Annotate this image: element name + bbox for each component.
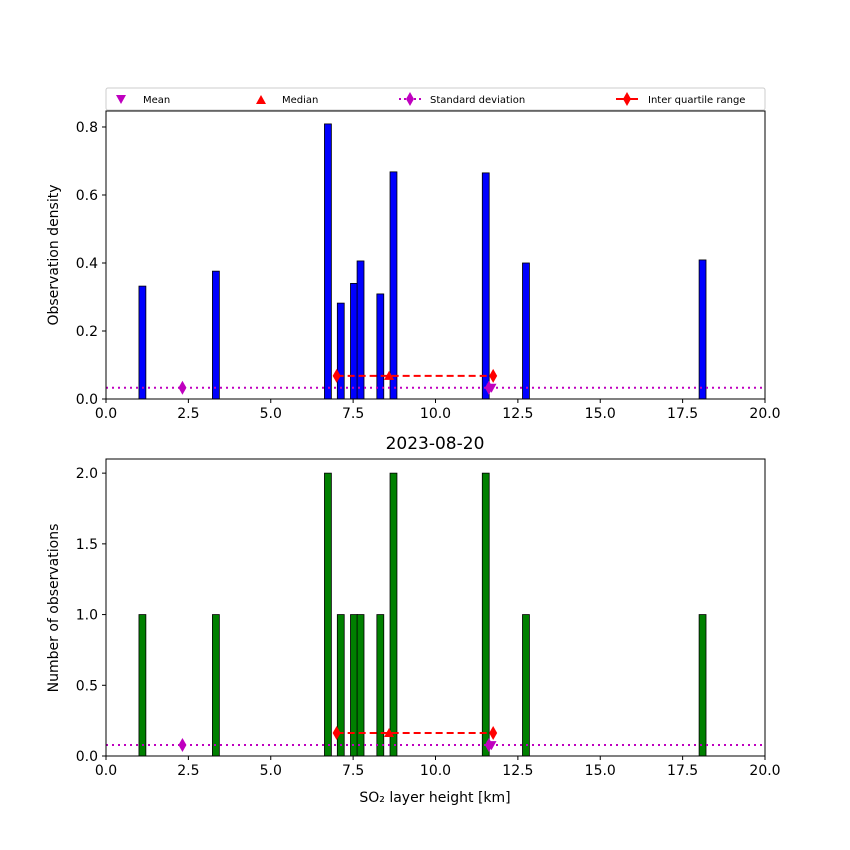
x-tick-label: 5.0 xyxy=(260,406,282,422)
y-tick-label: 1.5 xyxy=(76,537,98,553)
legend-mean: Mean xyxy=(143,95,170,106)
x-tick-label: 0.0 xyxy=(95,763,117,779)
std-marker xyxy=(178,380,187,395)
density-plot: 0.0 2.5 5.0 7.5 10.0 12.5 15.0 17.5 20.0 0.0 0.2 0.… xyxy=(76,110,781,422)
histogram-bar xyxy=(324,123,332,400)
x-tick-label: 10.0 xyxy=(420,763,451,779)
std-legend-icon xyxy=(399,92,421,106)
y-tick-label: 0.4 xyxy=(76,256,98,272)
histogram-bar xyxy=(389,472,398,757)
axes-frame xyxy=(105,458,766,757)
histogram-bar xyxy=(522,614,530,757)
bottom-plot-title: 2023-08-20 xyxy=(386,434,485,454)
histogram-bar xyxy=(356,614,365,757)
x-tick-label: 20.0 xyxy=(749,763,780,779)
x-tick-label: 12.5 xyxy=(502,763,533,779)
x-tick-label: 7.5 xyxy=(342,763,364,779)
y-tick-label: 0.0 xyxy=(76,749,98,765)
count-plot: 0.0 2.5 5.0 7.5 10.0 12.5 15.0 17.5 20.0 0.0 0.5 1.… xyxy=(76,458,781,779)
iqr-marker xyxy=(332,725,341,740)
y-tick-label: 0.6 xyxy=(76,188,98,204)
mean-legend-icon xyxy=(116,95,126,104)
histogram-bar xyxy=(481,172,490,400)
histogram-bar xyxy=(698,259,707,400)
legend-iqr: Inter quartile range xyxy=(648,95,745,106)
x-tick-label: 15.0 xyxy=(585,406,616,422)
histogram-bar xyxy=(212,614,220,757)
x-tick-label: 7.5 xyxy=(342,406,364,422)
iqr-marker xyxy=(489,725,498,740)
histogram-bar xyxy=(698,614,707,757)
x-tick-label: 17.5 xyxy=(667,763,698,779)
histogram-bar xyxy=(376,614,385,757)
x-tick-label: 2.5 xyxy=(177,763,199,779)
histogram-bar xyxy=(389,171,398,400)
iqr-marker xyxy=(332,368,341,383)
histogram-bar xyxy=(481,472,490,757)
top-y-axis-label: Observation density xyxy=(46,184,62,325)
histogram-bar xyxy=(324,472,332,757)
x-tick-label: 15.0 xyxy=(585,763,616,779)
histogram-bar xyxy=(212,270,220,400)
y-tick-label: 0.8 xyxy=(76,120,98,136)
y-tick-label: 0.2 xyxy=(76,324,98,340)
y-tick-label: 0.5 xyxy=(76,678,98,694)
histogram-bar xyxy=(138,614,147,757)
x-tick-label: 5.0 xyxy=(260,763,282,779)
iqr-marker xyxy=(489,368,498,383)
x-axis-label: SO₂ layer height [km] xyxy=(359,790,510,806)
histogram-bar xyxy=(350,614,358,757)
mean-marker xyxy=(486,741,497,751)
legend-median: Median xyxy=(282,95,318,106)
legend: Mean Median Standard deviation Inter qua… xyxy=(105,87,766,111)
y-tick-label: 2.0 xyxy=(76,466,98,482)
bottom-y-axis-label: Number of observations xyxy=(46,524,62,693)
x-tick-label: 17.5 xyxy=(667,406,698,422)
x-tick-label: 12.5 xyxy=(502,406,533,422)
legend-std: Standard deviation xyxy=(430,95,525,106)
median-legend-icon xyxy=(256,95,266,104)
y-tick-label: 1.0 xyxy=(76,608,98,624)
histogram-bar xyxy=(356,260,365,400)
mean-marker xyxy=(486,383,497,393)
histogram-bar xyxy=(376,293,385,400)
median-marker xyxy=(384,727,395,737)
histogram-bar xyxy=(138,285,147,400)
histogram-bar xyxy=(336,302,345,400)
axes-frame xyxy=(105,110,766,400)
iqr-legend-icon xyxy=(616,92,638,106)
std-marker xyxy=(178,737,187,752)
histogram-bar xyxy=(522,262,530,400)
x-tick-label: 20.0 xyxy=(749,406,780,422)
median-marker xyxy=(384,370,395,380)
histogram-bar xyxy=(350,282,358,400)
x-tick-label: 10.0 xyxy=(420,406,451,422)
x-tick-label: 2.5 xyxy=(177,406,199,422)
x-tick-label: 0.0 xyxy=(95,406,117,422)
y-tick-label: 0.0 xyxy=(76,392,98,408)
